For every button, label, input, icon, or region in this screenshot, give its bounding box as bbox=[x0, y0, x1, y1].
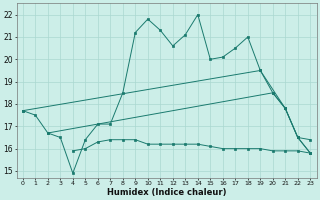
X-axis label: Humidex (Indice chaleur): Humidex (Indice chaleur) bbox=[107, 188, 226, 197]
